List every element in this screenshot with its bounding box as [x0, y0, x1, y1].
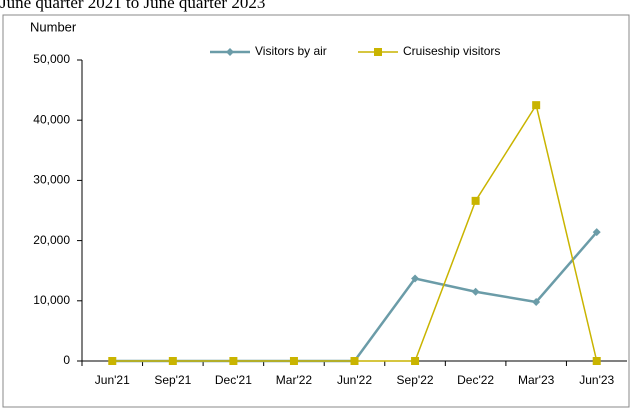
x-tick-label: Mar'22	[276, 373, 313, 387]
marker	[374, 48, 382, 56]
x-tick-label: Jun'22	[337, 373, 372, 387]
x-tick-label: Dec'22	[457, 373, 494, 387]
marker	[226, 48, 234, 56]
marker	[411, 357, 420, 365]
x-tick-label: Sep'21	[154, 373, 191, 387]
y-tick-label: 40,000	[33, 112, 70, 126]
marker	[229, 357, 238, 365]
x-tick-label: Sep'22	[397, 373, 434, 387]
chart-title: June quarter 2021 to June quarter 2023	[0, 0, 265, 12]
x-tick-label: Dec'21	[215, 373, 252, 387]
x-tick-label: Mar'23	[518, 373, 555, 387]
marker	[350, 357, 359, 365]
marker	[411, 274, 420, 283]
x-tick-label: Jun'23	[579, 373, 614, 387]
legend-label: Visitors by air	[255, 44, 327, 58]
marker	[289, 357, 298, 365]
marker	[471, 287, 480, 296]
marker	[168, 357, 177, 365]
marker	[592, 357, 601, 365]
y-tick-label: 20,000	[33, 233, 70, 247]
chart-frame	[2, 14, 630, 408]
marker	[471, 196, 480, 205]
y-tick-label: 50,000	[33, 52, 70, 66]
legend-label: Cruiseship visitors	[403, 44, 500, 58]
y-tick-label: 10,000	[33, 293, 70, 307]
marker	[108, 357, 117, 365]
marker	[532, 298, 541, 307]
x-tick-label: Jun'21	[95, 373, 130, 387]
y-tick-label: 30,000	[33, 173, 70, 187]
marker	[532, 101, 541, 110]
y-tick-label: 0	[63, 353, 70, 367]
marker	[592, 228, 601, 237]
y-axis-label: Number	[30, 19, 77, 34]
